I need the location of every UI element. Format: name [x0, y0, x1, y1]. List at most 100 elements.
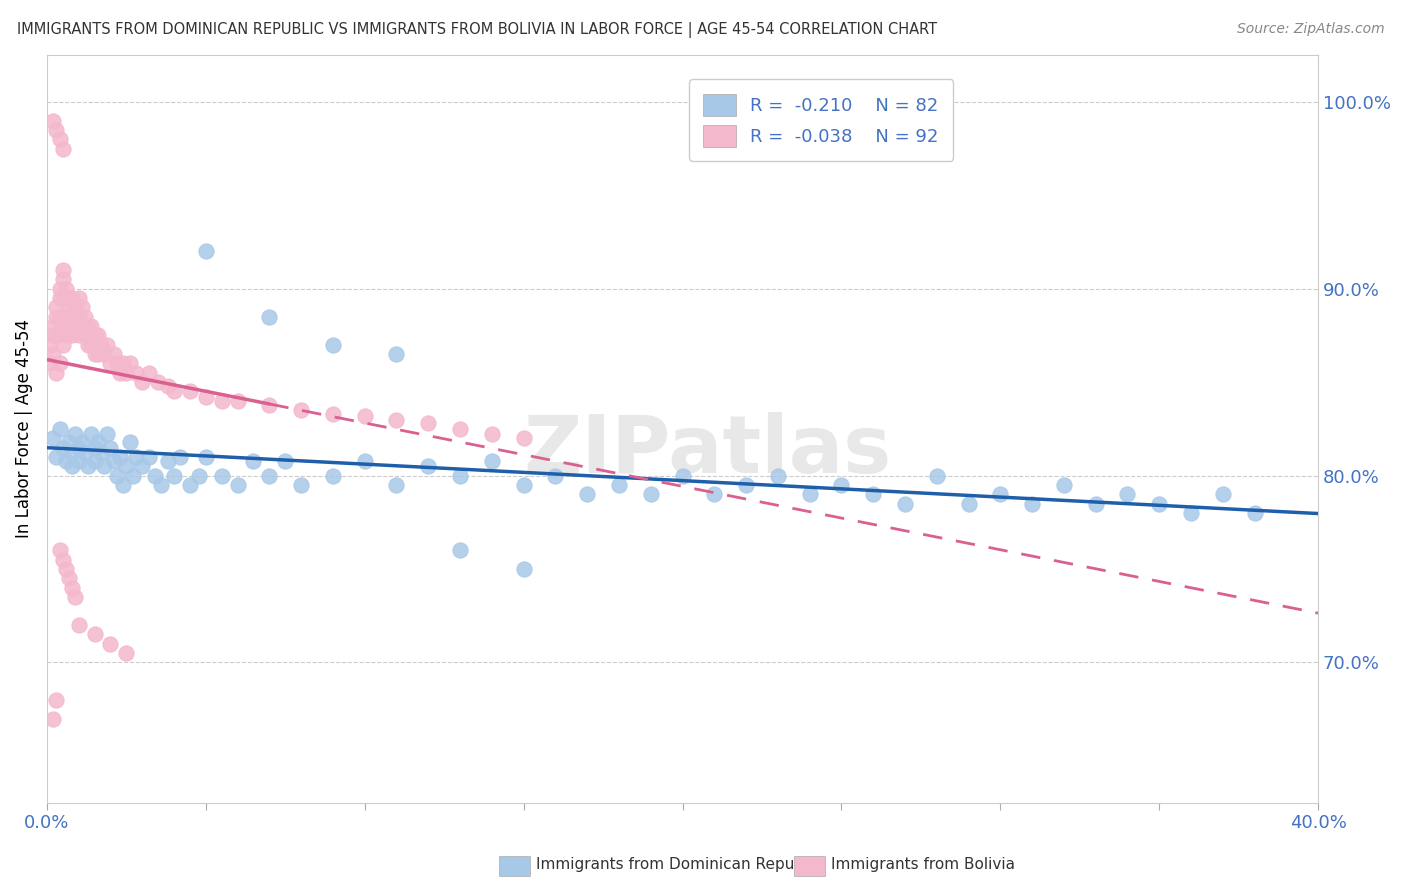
Point	[60, 328, 83, 343]
Point	[418, 417, 440, 431]
Point	[70, 434, 93, 449]
Text: IMMIGRANTS FROM DOMINICAN REPUBLIC VS IMMIGRANTS FROM BOLIVIA IN LABOR FORCE | A: IMMIGRANTS FROM DOMINICAN REPUBLIC VS IM…	[17, 22, 936, 38]
Point	[115, 646, 138, 660]
Point	[121, 468, 143, 483]
Point	[80, 427, 103, 442]
Point	[735, 478, 758, 492]
Point	[131, 459, 153, 474]
Point	[39, 356, 62, 370]
Point	[385, 347, 408, 361]
Point	[103, 453, 125, 467]
Point	[60, 446, 83, 460]
Point	[163, 384, 186, 399]
Point	[100, 356, 122, 370]
Point	[1147, 497, 1170, 511]
Point	[353, 453, 375, 467]
Point	[87, 328, 110, 343]
Point	[1116, 487, 1139, 501]
Point	[52, 441, 75, 455]
Point	[73, 310, 96, 324]
Point	[512, 562, 534, 576]
Point	[544, 468, 567, 483]
Point	[118, 434, 141, 449]
Point	[112, 356, 135, 370]
Point	[87, 434, 110, 449]
Point	[146, 375, 169, 389]
Point	[67, 441, 90, 455]
Point	[862, 487, 884, 501]
Point	[65, 590, 87, 604]
Point	[42, 328, 65, 343]
Point	[576, 487, 599, 501]
Point	[259, 468, 281, 483]
Point	[100, 441, 122, 455]
Point	[150, 478, 173, 492]
Point	[925, 468, 948, 483]
Point	[39, 338, 62, 352]
Point	[60, 310, 83, 324]
Point	[42, 431, 65, 445]
Point	[103, 347, 125, 361]
Point	[48, 291, 70, 305]
Point	[55, 453, 77, 467]
Point	[703, 487, 725, 501]
Point	[42, 711, 65, 725]
Point	[52, 291, 75, 305]
Point	[322, 407, 344, 421]
Point	[96, 427, 118, 442]
Point	[1180, 506, 1202, 520]
Point	[45, 123, 67, 137]
Text: Immigrants from Dominican Republic: Immigrants from Dominican Republic	[536, 857, 821, 872]
Point	[83, 627, 105, 641]
Point	[58, 571, 80, 585]
Point	[894, 497, 917, 511]
Point	[83, 328, 105, 343]
Point	[83, 441, 105, 455]
Point	[105, 468, 128, 483]
Point	[194, 450, 217, 464]
Point	[512, 478, 534, 492]
Point	[87, 347, 110, 361]
Point	[179, 384, 201, 399]
Point	[45, 450, 67, 464]
Point	[58, 291, 80, 305]
Y-axis label: In Labor Force | Age 45-54: In Labor Force | Age 45-54	[15, 319, 32, 539]
Point	[418, 459, 440, 474]
Point	[449, 422, 471, 436]
Point	[48, 543, 70, 558]
Point	[83, 453, 105, 467]
Point	[156, 453, 179, 467]
Point	[1021, 497, 1043, 511]
Point	[58, 301, 80, 315]
Point	[799, 487, 821, 501]
Text: Immigrants from Bolivia: Immigrants from Bolivia	[831, 857, 1015, 872]
Point	[52, 552, 75, 566]
Point	[131, 375, 153, 389]
Point	[242, 453, 264, 467]
Point	[169, 450, 191, 464]
Point	[115, 459, 138, 474]
Point	[607, 478, 630, 492]
Point	[138, 450, 160, 464]
Point	[449, 543, 471, 558]
Point	[45, 366, 67, 380]
Point	[45, 310, 67, 324]
Point	[70, 319, 93, 334]
Point	[481, 453, 503, 467]
Point	[55, 282, 77, 296]
Point	[67, 618, 90, 632]
Point	[55, 328, 77, 343]
Point	[52, 263, 75, 277]
Point	[1243, 506, 1265, 520]
Point	[60, 581, 83, 595]
Point	[274, 453, 297, 467]
Point	[73, 328, 96, 343]
Point	[138, 366, 160, 380]
Point	[640, 487, 662, 501]
Point	[65, 301, 87, 315]
Point	[42, 113, 65, 128]
Point	[125, 366, 148, 380]
Point	[1084, 497, 1107, 511]
Point	[55, 562, 77, 576]
Point	[67, 310, 90, 324]
